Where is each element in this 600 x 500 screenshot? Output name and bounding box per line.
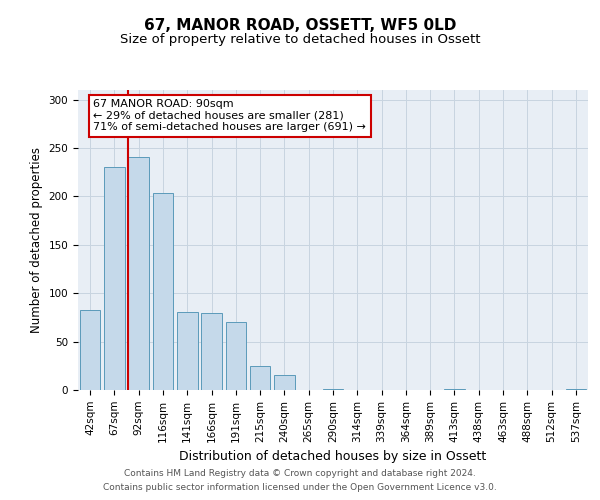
Text: Size of property relative to detached houses in Ossett: Size of property relative to detached ho… xyxy=(120,32,480,46)
Text: 67, MANOR ROAD, OSSETT, WF5 0LD: 67, MANOR ROAD, OSSETT, WF5 0LD xyxy=(144,18,456,32)
Text: 67 MANOR ROAD: 90sqm
← 29% of detached houses are smaller (281)
71% of semi-deta: 67 MANOR ROAD: 90sqm ← 29% of detached h… xyxy=(94,99,366,132)
Y-axis label: Number of detached properties: Number of detached properties xyxy=(30,147,43,333)
Text: Contains public sector information licensed under the Open Government Licence v3: Contains public sector information licen… xyxy=(103,484,497,492)
Bar xyxy=(128,157,149,390)
X-axis label: Distribution of detached houses by size in Ossett: Distribution of detached houses by size … xyxy=(179,450,487,463)
Bar xyxy=(323,389,343,390)
Bar xyxy=(444,389,465,390)
Bar xyxy=(250,366,271,390)
Bar xyxy=(226,322,246,390)
Bar xyxy=(201,312,222,390)
Text: Contains HM Land Registry data © Crown copyright and database right 2024.: Contains HM Land Registry data © Crown c… xyxy=(124,468,476,477)
Bar xyxy=(152,192,173,390)
Bar xyxy=(177,312,197,390)
Bar xyxy=(274,374,295,390)
Bar xyxy=(80,310,100,390)
Bar xyxy=(104,168,125,390)
Bar xyxy=(566,389,586,390)
